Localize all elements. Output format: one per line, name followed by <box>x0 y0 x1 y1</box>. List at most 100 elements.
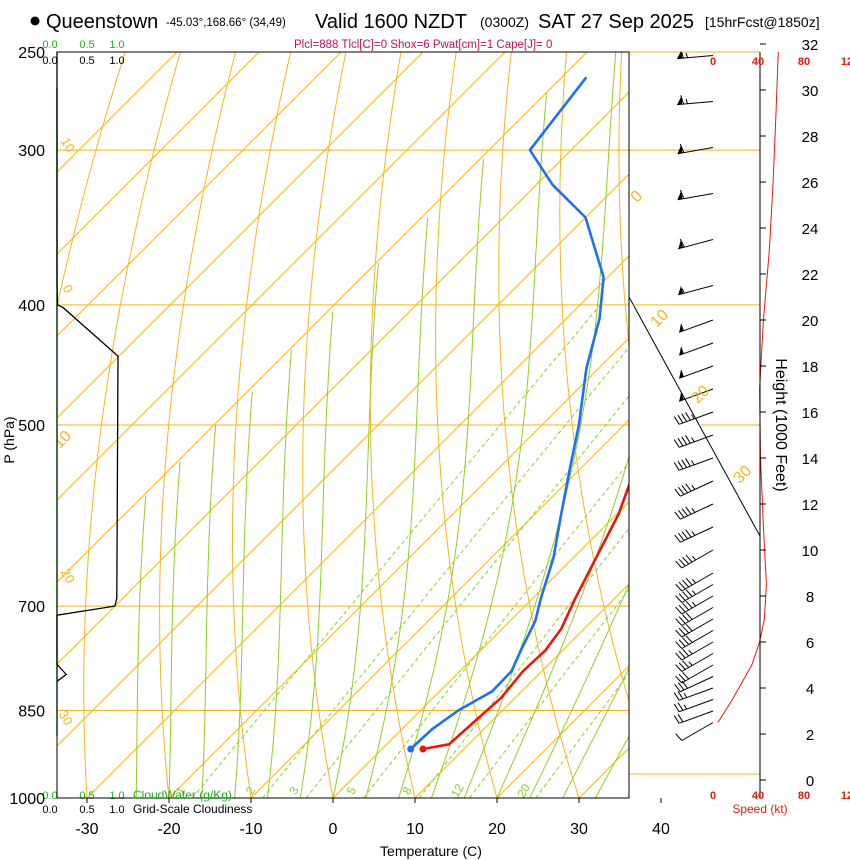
isotherm <box>57 52 588 583</box>
wind-barb <box>675 641 714 661</box>
pressure-tick-label: 300 <box>18 143 45 160</box>
cloud-water-tick-top: 0.5 <box>79 39 94 51</box>
wind-barb <box>679 319 714 333</box>
zulu-time: (0300Z) <box>480 14 529 30</box>
height-tick-label: 6 <box>806 635 814 652</box>
wind-barb <box>673 457 714 471</box>
wind-barb <box>674 526 714 543</box>
x-axis-title: Temperature (C) <box>380 843 482 859</box>
dry-adiabat <box>83 52 181 798</box>
height-tick-label: 4 <box>806 681 814 698</box>
moist-adiabat <box>562 667 629 798</box>
cloud-water-tick-top: 0.0 <box>42 39 57 51</box>
isotherm <box>57 52 506 501</box>
dry-adiabat-label: 10 <box>58 135 78 155</box>
mixing-ratio-line <box>305 395 629 798</box>
height-tick-label: 2 <box>806 727 814 744</box>
wind-barb <box>679 342 714 356</box>
wind-barb <box>679 388 714 402</box>
surface-dewpoint-marker <box>407 745 415 753</box>
dewpoint-profile <box>409 76 605 750</box>
temperature-tick-label: 10 <box>406 821 424 838</box>
wind-barb <box>675 584 714 603</box>
moist-adiabat <box>529 583 629 798</box>
wind-barb <box>674 480 714 497</box>
valid-time: Valid 1600 NZDT <box>315 11 467 33</box>
dry-adiabat <box>618 52 629 350</box>
sounding-params: Plcl=888 Tlcl[C]=0 Shox=6 Pwat[cm]=1 Cap… <box>294 39 552 51</box>
height-tick-label: 16 <box>802 405 819 422</box>
speed-tick-bottom: 0 <box>710 790 716 802</box>
isotherm <box>57 173 629 747</box>
station-name: Queenstown <box>46 11 158 33</box>
wind-barb <box>675 549 714 569</box>
wind-barb <box>675 664 714 684</box>
height-tick-label: 12 <box>802 497 819 514</box>
dry-adiabat <box>498 52 580 798</box>
moist-adiabat <box>266 350 292 798</box>
pressure-tick-label: 250 <box>18 45 45 62</box>
pressure-tick-label: 850 <box>18 704 45 721</box>
moist-adiabat <box>365 217 429 798</box>
dry-adiabat <box>435 52 498 798</box>
wind-panel-boundary <box>628 296 761 537</box>
y-axis-title: P (hPa) <box>1 416 17 463</box>
wind-barb <box>677 189 714 201</box>
height-tick-label: 24 <box>802 221 819 238</box>
forecast-info: [15hrFcst@1850z] <box>705 14 820 30</box>
height-tick-label: 8 <box>806 589 814 606</box>
cloudiness-tick-bottom: 1.0 <box>109 804 124 816</box>
speed-tick-bottom: 120 <box>841 790 850 802</box>
temperature-tick-label: -10 <box>239 821 262 838</box>
speed-tick-top: 40 <box>752 56 764 68</box>
speed-tick-bottom: 80 <box>798 790 810 802</box>
moist-adiabat <box>398 158 484 798</box>
height-tick-label: 22 <box>802 267 819 284</box>
dry-adiabat <box>232 52 292 798</box>
wind-barb <box>675 722 714 741</box>
wind-barb <box>673 434 714 448</box>
temperature-tick-label: 40 <box>652 821 670 838</box>
plot-frame <box>56 51 630 799</box>
cloud-water-tick-top: 1.0 <box>109 39 124 51</box>
wind-barb <box>674 503 714 520</box>
pressure-tick-label: 1000 <box>9 791 45 808</box>
dry-adiabat <box>369 52 416 798</box>
station-coords: -45.03°,168.66° (34,49) <box>166 17 286 29</box>
moist-adiabat <box>234 391 253 798</box>
height-tick-label: 20 <box>802 313 819 330</box>
isotherm <box>57 52 260 255</box>
moist-adiabat <box>430 93 547 798</box>
dry-adiabat-label: 20 <box>58 566 78 586</box>
height-tick-label: 30 <box>802 83 819 100</box>
wind-speed-profile <box>717 52 779 723</box>
wind-barb <box>675 595 714 615</box>
height-tick-label: 26 <box>802 175 819 192</box>
speed-tick-top: 120 <box>841 56 850 68</box>
speed-tick-top: 0 <box>710 56 716 68</box>
wind-barb <box>677 52 714 60</box>
isotherm <box>414 583 629 798</box>
pressure-tick-label: 400 <box>18 298 45 315</box>
cloudiness-tick-top: 0.0 <box>42 55 57 67</box>
isotherm <box>57 52 424 419</box>
wind-barb <box>673 699 714 713</box>
height-tick-label: 32 <box>802 37 819 54</box>
isotherm <box>332 501 629 798</box>
cloudiness-tick-top: 1.0 <box>109 55 124 67</box>
wind-barb <box>675 572 714 592</box>
speed-tick-top: 80 <box>798 56 810 68</box>
height-tick-label: 28 <box>802 129 819 146</box>
pressure-tick-label: 500 <box>18 418 45 435</box>
cloud-water-tick-bottom: 0.0 <box>42 790 57 802</box>
wind-barb <box>677 143 714 155</box>
wind-barb <box>678 285 714 296</box>
cloud-water-tick-bottom: 0.5 <box>79 790 94 802</box>
wind-barb <box>675 630 714 649</box>
speed-axis-label: Speed (kt) <box>732 802 787 816</box>
wind-barb <box>675 607 714 626</box>
cloud-water-label: CloudWater (g/Kg) <box>133 788 232 802</box>
mixing-ratio-line <box>363 461 629 798</box>
temperature-tick-label: 20 <box>488 821 506 838</box>
